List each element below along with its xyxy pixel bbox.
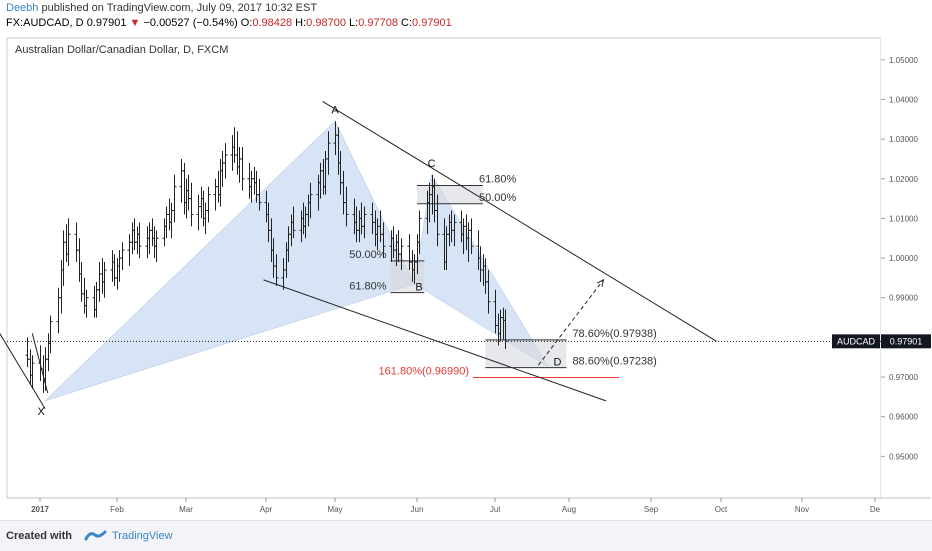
pattern-leg-fill (414, 173, 549, 368)
trendline (0, 332, 46, 410)
ohlc-bar (435, 194, 440, 247)
ohlc-bar (381, 222, 386, 259)
ohlc-c-label: C: (401, 17, 413, 29)
ohlc-bar (257, 178, 262, 211)
y-tick-label: 0.97000 (889, 373, 918, 382)
fib-level-label: 161.80%(0.96990) (379, 365, 470, 377)
ohlc-bar (189, 182, 194, 227)
ohlc-bar (66, 218, 71, 267)
ohlc-bar (399, 238, 404, 270)
ohlc-bar (417, 210, 422, 255)
fib-level-label: 50.00% (349, 249, 387, 261)
x-tick-label: 2017 (31, 505, 49, 514)
trendline (263, 279, 607, 402)
x-tick-label: De (870, 505, 881, 514)
author-link[interactable]: Deebh (6, 2, 39, 14)
ohlc-bar (308, 182, 313, 219)
pattern-point-label: C (428, 158, 436, 170)
x-tick-label: May (327, 505, 342, 514)
publish-info: Deebh published on TradingView.com, July… (6, 2, 317, 14)
pattern-point-label: X (37, 406, 45, 418)
ohlc-bar (120, 242, 125, 270)
ohlc-bar (291, 206, 296, 239)
ohlc-bar (102, 262, 107, 298)
ohlc-bar (240, 147, 245, 191)
symbol-label: FX:AUDCAD, D (6, 17, 84, 29)
down-arrow-icon: ▼ (129, 17, 141, 29)
y-tick-label: 0.95000 (889, 452, 918, 461)
ohlc-bar (206, 186, 211, 223)
ohlc-bar (48, 315, 53, 354)
fib-zone (417, 185, 483, 204)
fib-level-label: 61.80% (349, 281, 387, 293)
fib-level-label: 78.60%(0.97938) (572, 328, 656, 340)
tradingview-brand-link[interactable]: TradingView (112, 530, 173, 542)
price-tag-value: 0.97901 (890, 336, 923, 346)
price-axis[interactable] (881, 38, 931, 498)
ohlc-bar (326, 131, 331, 175)
y-tick-label: 1.00000 (889, 254, 918, 263)
x-tick-label: Apr (260, 505, 273, 514)
ohlc-bar (274, 254, 279, 286)
tradingview-logo-icon (84, 530, 107, 541)
ohlc-close: 0.97901 (412, 17, 452, 29)
x-tick-label: Nov (795, 505, 809, 514)
x-tick-label: Aug (562, 505, 576, 514)
projection-arrow-line (537, 279, 604, 366)
ohlc-high: 0.98700 (306, 17, 346, 29)
ohlc-h-label: H: (295, 17, 307, 29)
ohlc-bar (154, 230, 159, 263)
price-tag-name-bg (832, 334, 880, 349)
last-price: 0.97901 (86, 17, 127, 29)
ohlc-bar (469, 218, 474, 255)
ohlc-low: 0.97708 (358, 17, 398, 29)
y-tick-label: 1.02000 (889, 175, 918, 184)
footer-bar: Created with TradingView (0, 520, 932, 551)
y-tick-label: 1.03000 (889, 135, 918, 144)
price-tag-value-bg (881, 334, 931, 349)
ohlc-bar (362, 206, 367, 239)
ohlc-bar (452, 214, 457, 247)
y-tick-label: 1.05000 (889, 56, 918, 65)
x-tick-label: Oct (715, 505, 728, 514)
price-tag-symbol: AUDCAD (837, 336, 876, 346)
ohlc-bar (30, 355, 35, 389)
published-text: published on TradingView.com, July 09, 2… (41, 2, 318, 14)
ohlc-open: 0.98428 (252, 17, 293, 29)
fib-level-label: 88.60%(0.97238) (572, 356, 656, 368)
x-tick-label: Sep (644, 505, 659, 514)
pattern-leg-fill (44, 120, 415, 402)
y-tick-label: 0.99000 (889, 294, 918, 303)
x-tick-label: Feb (110, 505, 124, 514)
ohlc-bar (223, 143, 228, 179)
symbol-info: FX:AUDCAD, D 0.97901 ▼ −0.00527 (−0.54%)… (6, 17, 452, 29)
y-tick-label: 0.96000 (889, 413, 918, 422)
ohlc-bar (486, 269, 491, 314)
price-change: −0.00527 (−0.54%) (143, 17, 238, 29)
pattern-point-label: A (331, 104, 339, 116)
x-tick-label: Jul (490, 505, 500, 514)
ohlc-bar (84, 289, 89, 318)
trendline (322, 101, 717, 342)
fib-level-label: 61.80% (479, 174, 517, 186)
ohlc-bar (137, 222, 142, 259)
ohlc-bar (172, 174, 177, 223)
ohlc-bar (344, 186, 349, 227)
fib-level-label: 50.00% (479, 192, 517, 204)
current-price-tag: AUDCAD 0.97901 (832, 334, 931, 349)
ohlc-l-label: L: (349, 17, 359, 29)
ohlc-o-label: O: (240, 17, 253, 29)
fib-zone (390, 260, 425, 293)
y-tick-label: 1.01000 (889, 214, 918, 223)
chart-title: Australian Dollar/Canadian Dollar, D, FX… (15, 44, 228, 56)
trendline (31, 333, 49, 394)
pattern-point-label: B (415, 282, 422, 294)
pattern-point-label: D (553, 357, 561, 369)
y-tick-label: 1.04000 (889, 95, 918, 104)
arrow-head-icon (596, 278, 605, 287)
x-tick-label: Jun (411, 505, 424, 514)
x-tick-label: Mar (179, 505, 193, 514)
created-with-label: Created with (6, 530, 73, 542)
